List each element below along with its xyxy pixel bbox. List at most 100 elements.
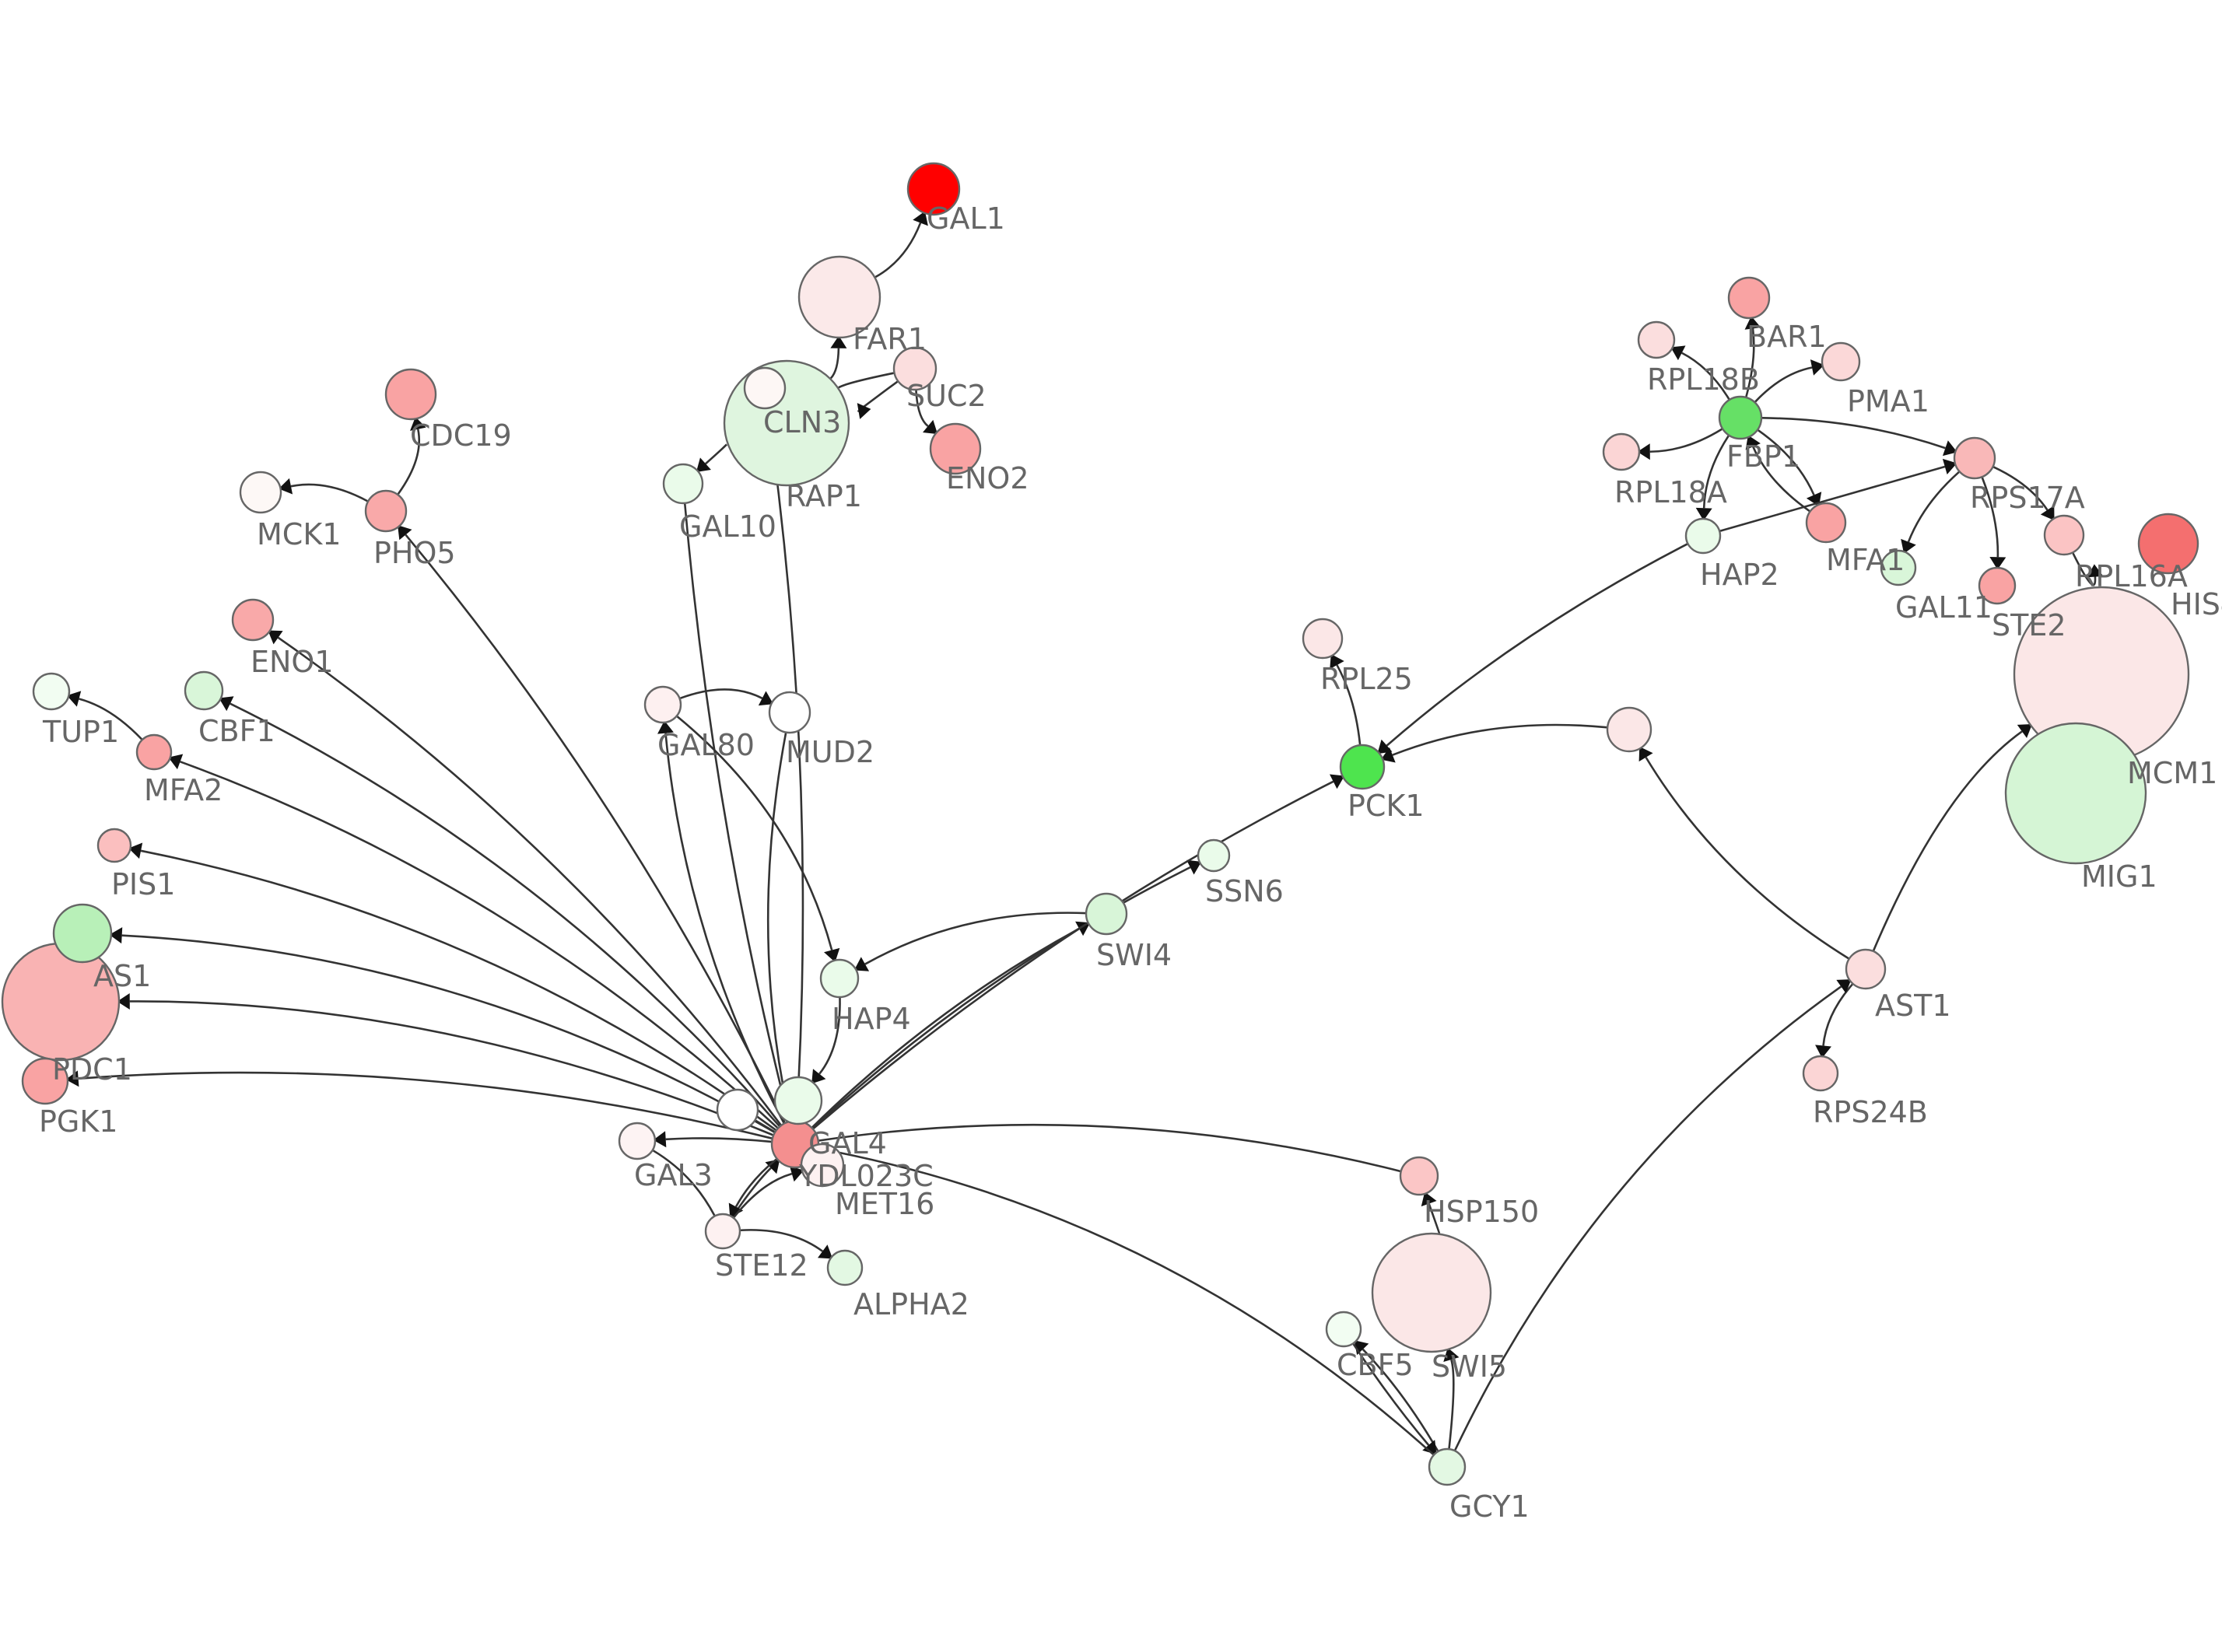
node-label-RPL25: RPL25 xyxy=(1320,662,1413,696)
node-RAP1[interactable] xyxy=(743,366,787,410)
node-FBP1[interactable] xyxy=(1718,395,1763,440)
edge-RPL25b-PCK1 xyxy=(1392,723,1607,756)
node-AS1[interactable] xyxy=(52,903,113,964)
node-MIG1[interactable] xyxy=(2004,722,2147,865)
node-FAR1[interactable] xyxy=(797,255,881,339)
edge-MFA1-FBP1 xyxy=(1752,446,1810,513)
node-TUP1[interactable] xyxy=(32,672,71,711)
arrowhead-GAL4-SSN6 xyxy=(1186,859,1202,875)
node-HIS4[interactable] xyxy=(2137,513,2199,575)
label-layer: GAL1 FAR1 SUC2 ENO2 CLN3 RAP1 GAL10 CDC19 MCK1 PH… xyxy=(39,201,2222,1524)
arrowhead-HAP4-MET16 xyxy=(811,1069,826,1084)
arrowhead-GAL4-ENO1 xyxy=(268,630,283,645)
node-MCK1[interactable] xyxy=(239,471,282,514)
arrowhead-SWI4-HAP4 xyxy=(853,957,870,971)
node-CBF1[interactable] xyxy=(184,670,224,711)
node-HAP4[interactable] xyxy=(819,958,860,999)
node-label-ENO2: ENO2 xyxy=(946,461,1029,495)
arrowhead-GAL80-HAP4 xyxy=(824,947,840,963)
node-GAL80[interactable] xyxy=(643,685,682,724)
node-RPL18B[interactable] xyxy=(1637,320,1676,359)
node-label-GAL80: GAL80 xyxy=(657,728,755,762)
node-GAL3[interactable] xyxy=(618,1122,657,1160)
node-MFA2[interactable] xyxy=(135,733,173,771)
edge-GAL4-HSP150 xyxy=(818,1123,1401,1173)
node-SSN6[interactable] xyxy=(1197,838,1231,873)
edge-FBP1-HAP2 xyxy=(1702,435,1730,509)
node-PGK1[interactable] xyxy=(21,1057,69,1105)
node-GAL10[interactable] xyxy=(662,463,704,505)
node-label-PMA1: PMA1 xyxy=(1847,384,1929,418)
node-label-MCK1: MCK1 xyxy=(257,517,341,551)
edge-GAL4-MFA2 xyxy=(180,761,779,1129)
node-RPL16A[interactable] xyxy=(2043,514,2085,556)
node-label-YDL023C: YDL023C xyxy=(798,1159,934,1193)
node-GAL1[interactable] xyxy=(906,162,961,216)
node-ENO2[interactable] xyxy=(929,422,982,475)
edge-MFA2-TUP1 xyxy=(79,698,143,740)
node-PMA1[interactable] xyxy=(1821,341,1861,382)
node-SWI4[interactable] xyxy=(1085,892,1128,936)
node-HSP150[interactable] xyxy=(1399,1156,1439,1196)
edge-SWI5-HSP150 xyxy=(1428,1203,1441,1234)
arrowhead-RPL25b-PCK1 xyxy=(1380,747,1396,763)
node-label-BAR1: BAR1 xyxy=(1747,320,1827,354)
node-MET16[interactable] xyxy=(773,1076,823,1125)
edge-AST1-RPL25b xyxy=(1645,757,1849,960)
arrowhead-CBF5-GCY1 xyxy=(1422,1440,1437,1455)
node-PCK1[interactable] xyxy=(1339,744,1386,790)
node-PHO5[interactable] xyxy=(364,489,408,533)
edge-HAP4-MET16 xyxy=(818,997,841,1075)
arrowhead-GCY1-AST1 xyxy=(1836,979,1852,993)
arrowhead-PCK1-RPL25 xyxy=(1330,653,1344,670)
node-PIS1[interactable] xyxy=(96,828,132,863)
node-AST1[interactable] xyxy=(1845,948,1887,990)
arrowhead-CLN3-GAL10 xyxy=(696,457,711,472)
node-label-RPL16A: RPL16A xyxy=(2075,559,2188,593)
node-label-CBF5: CBF5 xyxy=(1337,1348,1414,1382)
node-label-RAP1: RAP1 xyxy=(786,479,862,513)
node-GCY1[interactable] xyxy=(1428,1447,1467,1486)
node-RPL25[interactable] xyxy=(1302,618,1344,660)
arrowhead-RPS17A-STE2 xyxy=(1989,557,2006,570)
edge-STE12-GAL3 xyxy=(652,1150,716,1216)
node-label-GCY1: GCY1 xyxy=(1449,1489,1530,1524)
node-SUC2[interactable] xyxy=(892,346,938,391)
node-STE2[interactable] xyxy=(1978,566,2017,605)
node-BAR1[interactable] xyxy=(1727,276,1771,320)
edge-layer xyxy=(65,211,2104,1455)
node-GAL11[interactable] xyxy=(1880,549,1917,586)
node-RPL18A[interactable] xyxy=(1602,432,1641,471)
arrowhead-PHO5-MCK1 xyxy=(279,478,293,495)
edge-FAR1-GAL1 xyxy=(874,222,922,278)
arrowhead-STE12-ALPHA2 xyxy=(818,1244,833,1259)
node-ENO1[interactable] xyxy=(231,598,275,642)
arrowhead-SUC2-CLN3 xyxy=(857,403,871,419)
arrowhead-PHO5-CDC19 xyxy=(410,416,426,431)
node-RPL25b[interactable] xyxy=(1606,706,1652,753)
edge-GAL4-PDC1 xyxy=(129,1000,773,1136)
node-CDC19b[interactable] xyxy=(716,1088,759,1132)
node-RPS24B[interactable] xyxy=(1802,1055,1839,1092)
edge-GAL80-MUD2 xyxy=(680,688,763,699)
node-label-ALPHA2: ALPHA2 xyxy=(853,1287,969,1321)
arrowhead-AST1-RPS24B xyxy=(1815,1045,1831,1059)
node-label-MIG1: MIG1 xyxy=(2081,859,2157,894)
node-SWI5[interactable] xyxy=(1371,1232,1492,1353)
node-MUD2[interactable] xyxy=(768,691,811,734)
node-STE12[interactable] xyxy=(704,1213,741,1250)
node-HAP2[interactable] xyxy=(1684,517,1722,555)
node-label-HSP150: HSP150 xyxy=(1424,1195,1539,1229)
node-RPS17A[interactable] xyxy=(1953,436,1996,480)
node-ALPHA2[interactable] xyxy=(826,1249,864,1286)
node-label-SUC2: SUC2 xyxy=(906,379,987,413)
node-CDC19[interactable] xyxy=(384,368,437,421)
arrowhead-GAL4-PCK1 xyxy=(1329,774,1345,789)
node-MFA1[interactable] xyxy=(1805,502,1847,544)
node-CBF5[interactable] xyxy=(1325,1311,1362,1348)
edge-SWI4-HAP4 xyxy=(864,912,1086,965)
edge-PHO5-CDC19 xyxy=(397,429,421,495)
arrowhead-HAP2-PCK1 xyxy=(1377,739,1393,754)
node-YDL023C[interactable] xyxy=(800,1143,845,1188)
